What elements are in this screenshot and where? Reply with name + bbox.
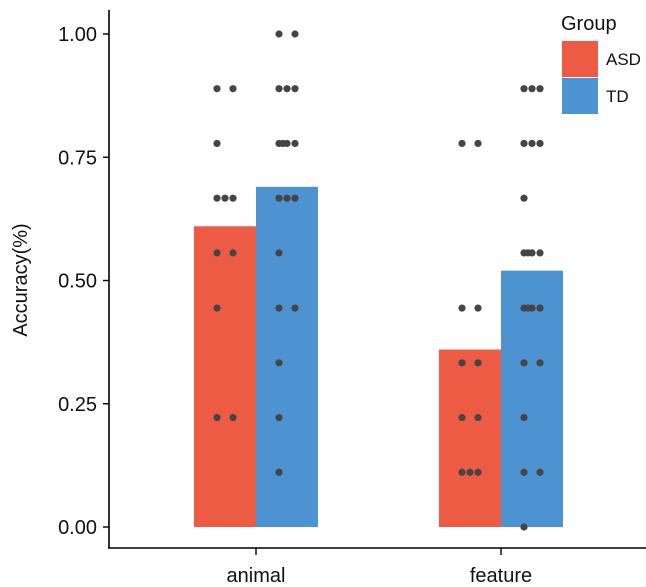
points-layer: [213, 30, 544, 531]
data-point-td-animal: [291, 304, 299, 312]
data-point-td-feature: [536, 304, 544, 312]
data-point-asd-feature: [466, 468, 474, 476]
data-point-asd-feature: [474, 359, 482, 367]
y-tick-label: 1.00: [58, 24, 97, 46]
legend-items: ASD TD: [562, 41, 641, 114]
y-tick-label: 0.75: [58, 147, 97, 169]
x-ticks: animal feature: [227, 548, 532, 587]
data-point-td-feature: [520, 85, 528, 93]
data-point-asd-feature: [458, 468, 466, 476]
data-point-td-feature: [536, 359, 544, 367]
data-point-td-animal: [275, 249, 283, 257]
data-point-td-animal: [283, 85, 291, 93]
legend-title: Group: [561, 13, 617, 35]
data-point-td-feature: [528, 85, 536, 93]
data-point-td-feature: [524, 249, 532, 257]
data-point-td-animal: [291, 85, 299, 93]
data-point-asd-feature: [474, 304, 482, 312]
data-point-td-feature: [520, 523, 528, 531]
data-point-asd-feature: [474, 468, 482, 476]
data-point-td-feature: [536, 85, 544, 93]
bar-asd-animal: [194, 226, 256, 527]
bar-td-feature: [501, 270, 563, 527]
data-point-td-feature: [528, 139, 536, 148]
data-point-asd-feature: [474, 139, 482, 148]
data-point-td-animal: [275, 359, 283, 367]
data-point-td-animal: [275, 194, 283, 202]
data-point-td-feature: [520, 468, 528, 476]
x-tick-label-animal: animal: [227, 565, 286, 587]
data-point-asd-animal: [213, 304, 221, 312]
data-point-asd-animal: [213, 413, 221, 422]
data-point-asd-animal: [213, 139, 221, 148]
data-point-asd-animal: [229, 85, 237, 93]
data-point-td-feature: [524, 304, 532, 312]
data-point-asd-animal: [229, 249, 237, 257]
data-point-td-animal: [275, 468, 283, 476]
data-point-td-feature: [520, 139, 528, 148]
data-point-td-animal: [275, 85, 283, 93]
data-point-td-animal: [283, 194, 291, 202]
data-point-td-animal: [275, 413, 283, 422]
legend-label-asd: ASD: [606, 50, 641, 69]
data-point-asd-animal: [229, 194, 237, 202]
bar-td-animal: [256, 186, 318, 527]
y-ticks: 0.00 0.25 0.50 0.75 1.00: [58, 24, 109, 539]
bars-layer: [194, 186, 563, 527]
x-tick-label-feature: feature: [470, 565, 532, 587]
data-point-asd-feature: [458, 359, 466, 367]
data-point-td-animal: [275, 30, 283, 38]
data-point-asd-feature: [474, 413, 482, 422]
data-point-td-animal: [291, 30, 299, 38]
data-point-td-animal: [275, 304, 283, 312]
data-point-asd-animal: [229, 413, 237, 422]
y-tick-label: 0.50: [58, 271, 97, 293]
y-axis-title: Accuracy(%): [10, 223, 32, 336]
data-point-asd-feature: [458, 139, 466, 148]
bar-asd-feature: [439, 349, 501, 527]
axes-layer: [108, 10, 646, 549]
data-point-asd-animal: [213, 249, 221, 257]
legend-label-td: TD: [606, 87, 629, 106]
data-point-td-feature: [520, 194, 528, 202]
data-point-asd-animal: [213, 194, 221, 202]
data-point-td-feature: [520, 359, 528, 367]
data-point-asd-feature: [458, 304, 466, 312]
data-point-asd-animal: [221, 194, 229, 202]
data-point-asd-animal: [213, 85, 221, 93]
legend-swatch-td: [562, 78, 598, 114]
y-tick-label: 0.25: [58, 394, 97, 416]
data-point-td-animal: [291, 194, 299, 202]
legend: Group ASD TD: [561, 13, 641, 114]
data-point-td-feature: [520, 413, 528, 422]
data-point-asd-feature: [458, 413, 466, 422]
data-point-td-animal: [279, 139, 287, 148]
legend-swatch-asd: [562, 41, 598, 77]
data-point-td-feature: [536, 468, 544, 476]
y-tick-label: 0.00: [58, 517, 97, 539]
data-point-td-feature: [536, 139, 544, 148]
data-point-td-feature: [536, 249, 544, 257]
data-point-td-animal: [291, 139, 299, 148]
